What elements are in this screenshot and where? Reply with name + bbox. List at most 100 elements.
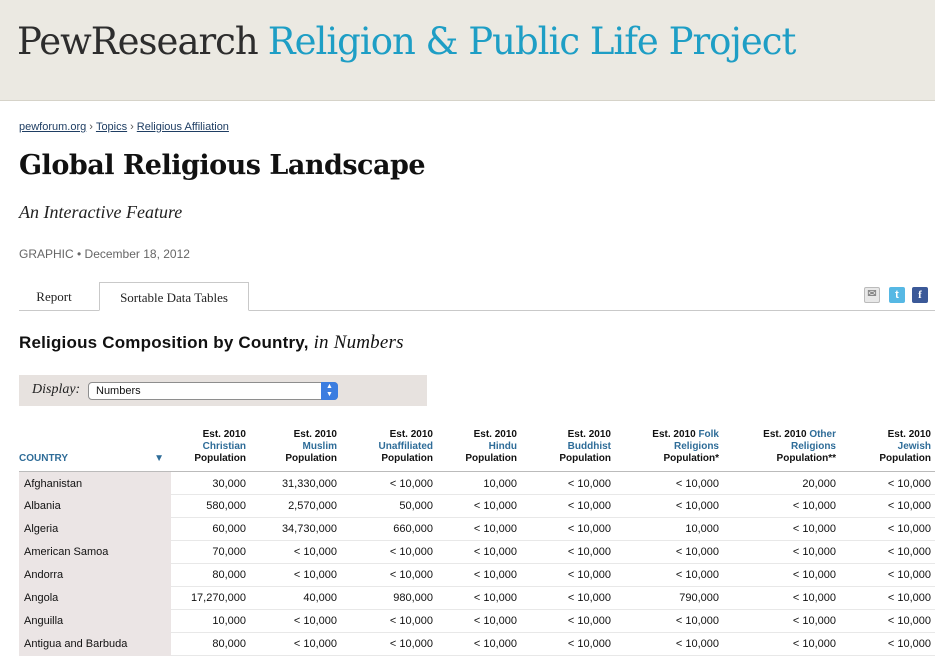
tab-report[interactable]: Report xyxy=(36,289,72,304)
cell-country: Antigua and Barbuda xyxy=(19,632,171,656)
page-subtitle: An Interactive Feature xyxy=(19,202,183,222)
column-header-line: Est. 2010 xyxy=(652,428,696,440)
column-header-line: Population xyxy=(381,452,433,464)
table-cell: < 10,000 xyxy=(840,586,935,610)
column-header-folk-religions[interactable]: Est. 2010 Folk Religions Population* xyxy=(615,423,723,472)
table-cell: 10,000 xyxy=(437,471,521,495)
tab-bar: Report Sortable Data Tables xyxy=(19,282,935,311)
tab-sortable-data-tables[interactable]: Sortable Data Tables xyxy=(99,282,249,311)
table-cell: < 10,000 xyxy=(437,563,521,587)
table-cell: < 10,000 xyxy=(521,517,615,541)
breadcrumb-link-religious-affiliation[interactable]: Religious Affiliation xyxy=(136,121,229,133)
table-cell: < 10,000 xyxy=(840,517,935,541)
table-row: Angola 17,270,000 40,000 980,000 < 10,00… xyxy=(19,586,935,610)
twitter-icon[interactable]: t xyxy=(889,287,905,303)
table-cell: < 10,000 xyxy=(723,632,840,656)
column-header-line: Population xyxy=(194,452,246,464)
table-cell: < 10,000 xyxy=(615,471,723,495)
table-cell: 40,000 xyxy=(250,586,341,610)
column-header-jewish[interactable]: Est. 2010 Jewish Population xyxy=(840,423,935,472)
column-header-christian[interactable]: Est. 2010 Christian Population xyxy=(171,423,250,472)
table-row: Antigua and Barbuda 80,000 < 10,000 < 10… xyxy=(19,632,935,656)
breadcrumb-separator: › xyxy=(89,121,93,133)
table-cell: 80,000 xyxy=(171,563,250,587)
table-cell: 10,000 xyxy=(171,609,250,633)
table-cell: < 10,000 xyxy=(723,517,840,541)
column-header-line: Buddhist xyxy=(567,440,611,452)
table-cell: < 10,000 xyxy=(615,540,723,564)
table-cell: 660,000 xyxy=(341,517,437,541)
column-header-buddhist[interactable]: Est. 2010 Buddhist Population xyxy=(521,423,615,472)
sort-down-icon[interactable]: ▼ xyxy=(154,452,164,464)
table-cell: < 10,000 xyxy=(341,471,437,495)
table-cell: < 10,000 xyxy=(437,609,521,633)
table-cell: 31,330,000 xyxy=(250,471,341,495)
facebook-icon[interactable]: f xyxy=(912,287,928,303)
table-cell: < 10,000 xyxy=(615,494,723,518)
column-header-line: Religions xyxy=(790,440,836,452)
display-select[interactable]: Numbers ▲ ▼ xyxy=(88,382,338,400)
table-cell: < 10,000 xyxy=(615,609,723,633)
table-cell: < 10,000 xyxy=(521,471,615,495)
table-cell: < 10,000 xyxy=(521,632,615,656)
table-row: Afghanistan 30,000 31,330,000 < 10,000 1… xyxy=(19,471,935,495)
column-header-unaffiliated[interactable]: Est. 2010 Unaffiliated Population xyxy=(341,423,437,472)
column-header-muslim[interactable]: Est. 2010 Muslim Population xyxy=(250,423,341,472)
column-header-line: Population xyxy=(879,452,931,464)
column-header-line: Folk xyxy=(698,428,719,440)
table-cell: < 10,000 xyxy=(250,609,341,633)
display-select-value: Numbers xyxy=(96,385,141,397)
table-cell: 2,570,000 xyxy=(250,494,341,518)
cell-country: American Samoa xyxy=(19,540,171,564)
column-header-other-religions[interactable]: Est. 2010 Other Religions Population** xyxy=(723,423,840,472)
table-cell: < 10,000 xyxy=(437,632,521,656)
page-meta: GRAPHIC • December 18, 2012 xyxy=(19,247,190,261)
table-cell: 34,730,000 xyxy=(250,517,341,541)
table-cell: 60,000 xyxy=(171,517,250,541)
breadcrumb-link-topics[interactable]: Topics xyxy=(95,121,128,133)
email-icon[interactable]: ✉ xyxy=(864,287,880,303)
table-cell: < 10,000 xyxy=(521,540,615,564)
table-row: American Samoa 70,000 < 10,000 < 10,000 … xyxy=(19,540,935,564)
column-header-line: Religions xyxy=(673,440,719,452)
table-cell: < 10,000 xyxy=(250,632,341,656)
site-logo[interactable]: PewResearch Religion & Public Life Projec… xyxy=(17,20,797,63)
section-title-italic: in Numbers xyxy=(313,332,404,353)
table-cell: < 10,000 xyxy=(723,563,840,587)
table-header-row: COUNTRY ▼ Est. 2010 Christian Population… xyxy=(19,423,935,472)
column-header-line: Est. 2010 xyxy=(293,428,337,440)
column-header-line: Est. 2010 xyxy=(202,428,246,440)
select-arrows-icon: ▲ ▼ xyxy=(321,382,338,400)
table-cell: < 10,000 xyxy=(840,563,935,587)
table-cell: < 10,000 xyxy=(723,494,840,518)
table-cell: 70,000 xyxy=(171,540,250,564)
table-cell: 790,000 xyxy=(615,586,723,610)
brand-pew: PewResearch xyxy=(17,20,259,63)
table-cell: < 10,000 xyxy=(341,609,437,633)
table-cell: < 10,000 xyxy=(840,494,935,518)
breadcrumb-link-home[interactable]: pewforum.org xyxy=(19,121,87,133)
display-label: Display: xyxy=(32,382,81,397)
table-row: Algeria 60,000 34,730,000 660,000 < 10,0… xyxy=(19,517,935,541)
column-header-country[interactable]: COUNTRY ▼ xyxy=(19,423,171,472)
column-header-line: Jewish xyxy=(897,440,931,452)
cell-country: Albania xyxy=(19,494,171,518)
table-cell: < 10,000 xyxy=(341,632,437,656)
table-cell: < 10,000 xyxy=(437,540,521,564)
brand-project: Religion & Public Life Project xyxy=(267,20,797,63)
cell-country: Algeria xyxy=(19,517,171,541)
table-cell: 17,270,000 xyxy=(171,586,250,610)
table-cell: < 10,000 xyxy=(250,540,341,564)
column-header-line: Christian xyxy=(202,440,246,452)
table-cell: 980,000 xyxy=(341,586,437,610)
column-header-line: Est. 2010 xyxy=(389,428,433,440)
cell-country: Anguilla xyxy=(19,609,171,633)
table-cell: < 10,000 xyxy=(521,609,615,633)
table-cell: < 10,000 xyxy=(521,494,615,518)
display-bar: Display: Numbers ▲ ▼ xyxy=(19,375,427,406)
column-header-hindu[interactable]: Est. 2010 Hindu Population xyxy=(437,423,521,472)
table-cell: < 10,000 xyxy=(437,494,521,518)
table-cell: < 10,000 xyxy=(437,586,521,610)
column-header-line: Est. 2010 xyxy=(567,428,611,440)
column-header-line: Est. 2010 xyxy=(887,428,931,440)
